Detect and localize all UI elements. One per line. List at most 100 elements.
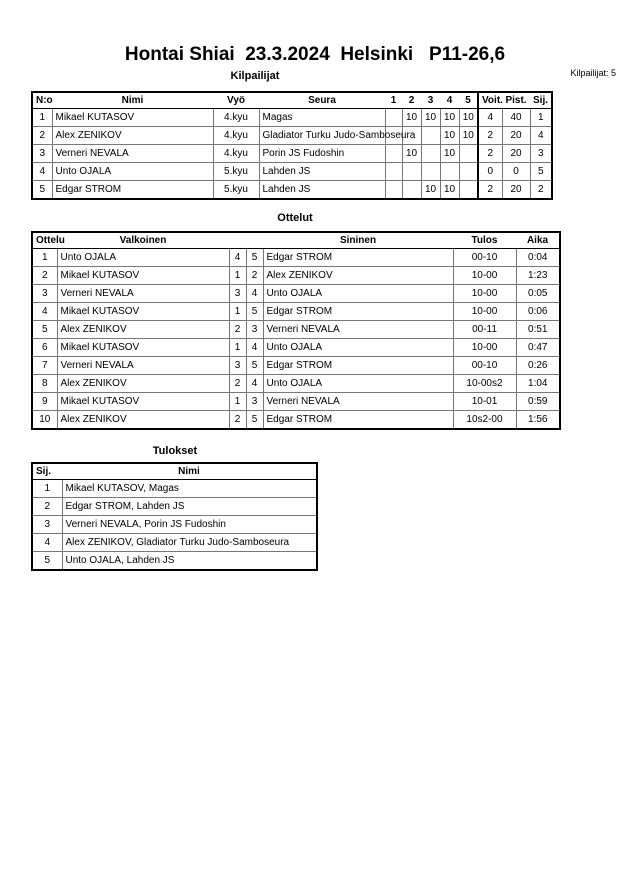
table-cell: 0 [477, 162, 503, 181]
table-cell: Unto OJALA [56, 248, 230, 267]
table-cell: 10 [420, 180, 441, 200]
table-cell: 1:23 [515, 266, 561, 285]
table-cell: 3 [228, 284, 247, 303]
table-cell: 1 [31, 108, 53, 127]
column-header: Valkoinen [57, 232, 229, 249]
table-cell: Verneri NEVALA [51, 144, 214, 163]
table-cell: 10 [401, 108, 422, 127]
table-cell: 20 [501, 180, 531, 200]
table-cell: 10 [458, 108, 479, 127]
table-row: 10 Alex ZENIKOV 2 5 Edgar STROM 10s2-00 1:56 [31, 410, 561, 430]
table-cell: 4 [245, 338, 264, 357]
table-cell: 5.kyu [212, 180, 260, 200]
table-row: 3 Verneri NEVALA, Porin JS Fudoshin [31, 515, 318, 534]
column-header: Voit. [477, 92, 503, 109]
table-cell: 8 [31, 374, 58, 393]
competitors-count: Kilpailijat: 5 [570, 68, 616, 78]
table-cell: 3 [245, 392, 264, 411]
table-cell [384, 162, 403, 181]
table-cell: 0:05 [515, 284, 561, 303]
column-header: 5 [459, 92, 478, 109]
table-cell: 1 [31, 479, 63, 498]
table-cell: 20 [501, 126, 531, 145]
table-cell: Alex ZENIKOV [56, 374, 230, 393]
table-cell: 4.kyu [212, 126, 260, 145]
table-cell: 1 [228, 266, 247, 285]
table-cell: 0 [501, 162, 531, 181]
table-cell: Magas [258, 108, 386, 127]
column-header [246, 232, 263, 249]
table-cell: 10 [439, 144, 460, 163]
table-cell: 0:26 [515, 356, 561, 375]
table-row: 2 Alex ZENIKOV 4.kyu Gladiator Turku Judo-S… [31, 126, 553, 145]
table-cell [420, 144, 441, 163]
table-row: 3 Verneri NEVALA 4.kyu Porin JS Fudoshin 10 1… [31, 144, 553, 163]
table-cell: Edgar STROM [262, 302, 454, 321]
table-cell: Gladiator Turku Judo-Samboseura [258, 126, 415, 145]
table-cell: 5 [245, 302, 264, 321]
table-cell: 5 [529, 162, 553, 181]
table-cell: Mikael KUTASOV [56, 266, 230, 285]
table-cell: 00-11 [452, 320, 517, 339]
column-header: 4 [440, 92, 459, 109]
table-cell: 2 [477, 180, 503, 200]
table-cell: 10s2-00 [452, 410, 517, 430]
competitors-table: N:o Nimi Vyö Seura 1 2 3 4 5 Voit. Pist. Sij. 1 Mikae… [31, 91, 553, 200]
table-cell: 4 [245, 284, 264, 303]
table-cell: Alex ZENIKOV [51, 126, 214, 145]
table-cell: Verneri NEVALA [262, 392, 454, 411]
table-cell: 3 [31, 284, 58, 303]
column-header: 2 [402, 92, 421, 109]
table-cell: 10-00 [452, 266, 517, 285]
table-cell: Unto OJALA [262, 338, 454, 357]
column-header: Pist. [502, 92, 530, 109]
table-cell: 4 [31, 533, 63, 552]
table-row: 5 Edgar STROM 5.kyu Lahden JS 10 10 2 20 2 [31, 180, 553, 200]
table-row: 1 Mikael KUTASOV 4.kyu Magas 10 10 10 10 4 40 1 [31, 108, 553, 127]
table-cell: Alex ZENIKOV [56, 320, 230, 339]
table-cell: 4 [31, 162, 53, 181]
column-header: Ottelu [32, 232, 65, 249]
column-header: Sininen [263, 232, 453, 249]
table-cell: 5 [31, 551, 63, 571]
column-header [229, 232, 246, 249]
column-header: 1 [385, 92, 402, 109]
table-row: 2 Edgar STROM, Lahden JS [31, 497, 318, 516]
table-cell: Mikael KUTASOV [56, 392, 230, 411]
table-cell: 2 [245, 266, 264, 285]
column-header: Vyö [213, 92, 259, 109]
table-cell: Unto OJALA, Lahden JS [61, 551, 318, 571]
table-cell: 3 [228, 356, 247, 375]
table-cell: 10-00 [452, 302, 517, 321]
column-header: Aika [516, 232, 560, 249]
table-cell: 4.kyu [212, 108, 260, 127]
table-cell: 2 [228, 320, 247, 339]
table-cell: 3 [31, 515, 63, 534]
table-cell: 4 [245, 374, 264, 393]
table-cell: Mikael KUTASOV [56, 338, 230, 357]
table-cell: Edgar STROM [262, 248, 454, 267]
table-cell: 4.kyu [212, 144, 260, 163]
table-cell [384, 108, 403, 127]
table-cell: 0:06 [515, 302, 561, 321]
table-row: 6 Mikael KUTASOV 1 4 Unto OJALA 10-00 0:47 [31, 338, 561, 357]
table-cell [420, 126, 441, 145]
table-row: 5 Unto OJALA, Lahden JS [31, 551, 318, 571]
table-cell [458, 180, 479, 200]
table-cell: 10 [458, 126, 479, 145]
table-cell: 20 [501, 144, 531, 163]
table-cell: 1:56 [515, 410, 561, 430]
table-cell: Lahden JS [258, 180, 386, 200]
table-cell: 7 [31, 356, 58, 375]
table-cell: 10 [420, 108, 441, 127]
table-cell: 2 [31, 266, 58, 285]
matches-table: Ottelu Valkoinen Sininen Tulos Aika 1 Unto OJA… [31, 231, 561, 430]
column-header: Nimi [62, 463, 317, 480]
column-header: Sij. [530, 92, 552, 109]
table-cell: Alex ZENIKOV [56, 410, 230, 430]
table-cell: Verneri NEVALA [56, 356, 230, 375]
table-cell: 4 [31, 302, 58, 321]
table-cell: 5 [245, 410, 264, 430]
table-cell: 2 [31, 497, 63, 516]
table-cell: 6 [31, 338, 58, 357]
